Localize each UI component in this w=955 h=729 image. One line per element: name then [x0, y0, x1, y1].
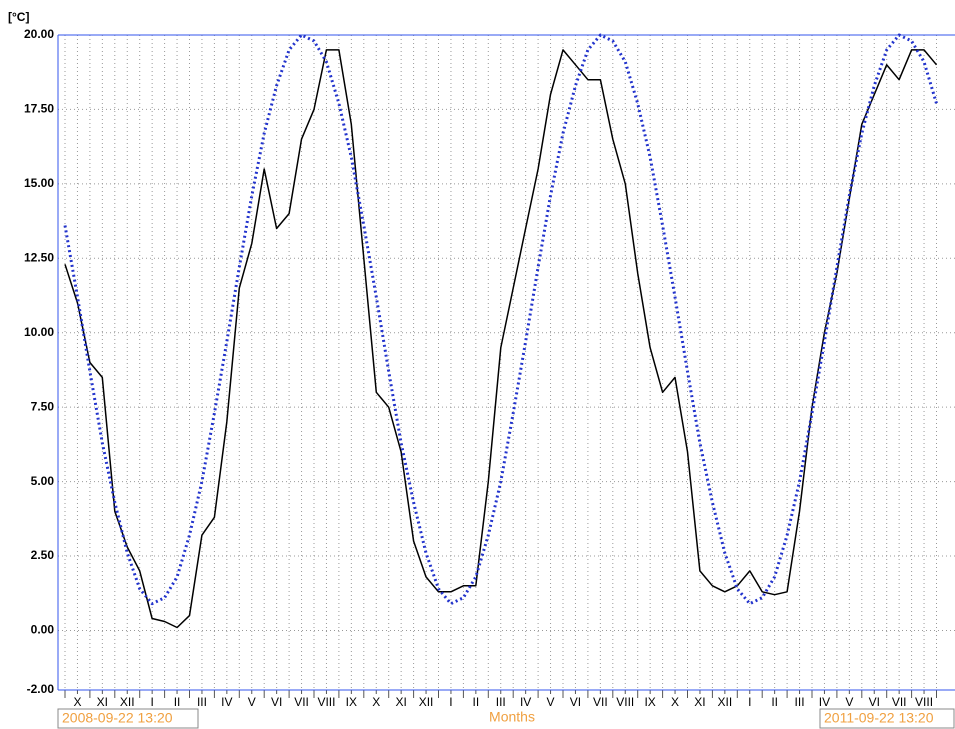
x-tick-label: IV	[221, 695, 232, 709]
start-box	[57, 708, 199, 729]
x-tick-label: IX	[644, 695, 655, 709]
x-tick-label: VII	[294, 695, 309, 709]
y-tick-label: 15.00	[24, 176, 54, 190]
end-box	[819, 708, 955, 729]
x-tick-label: III	[197, 695, 207, 709]
x-tick-label: XII	[120, 695, 135, 709]
x-tick-label: I	[748, 695, 751, 709]
y-tick-label: 2.50	[31, 548, 55, 562]
x-tick-label: VIII	[915, 695, 933, 709]
x-tick-label: XI	[395, 695, 406, 709]
x-tick-label: III	[496, 695, 506, 709]
x-tick-label: I	[449, 695, 452, 709]
y-tick-label: 17.50	[24, 102, 54, 116]
x-tick-label: IV	[819, 695, 830, 709]
x-axis-label: Months	[489, 709, 535, 725]
x-tick-label: X	[671, 695, 679, 709]
x-tick-label: V	[845, 695, 853, 709]
x-tick-label: XI	[97, 695, 108, 709]
y-tick-label: 7.50	[31, 399, 55, 413]
x-tick-label: II	[174, 695, 181, 709]
x-tick-label: VI	[271, 695, 282, 709]
y-tick-label: 5.00	[31, 474, 55, 488]
x-tick-label: X	[73, 695, 81, 709]
x-tick-label: VII	[593, 695, 608, 709]
x-tick-label: II	[473, 695, 480, 709]
x-tick-label: XI	[694, 695, 705, 709]
x-tick-label: VI	[570, 695, 581, 709]
x-tick-label: IV	[520, 695, 531, 709]
start-label: 2008-09-22 13:20	[62, 710, 173, 726]
y-tick-label: 10.00	[24, 325, 54, 339]
series-line	[63, 33, 938, 606]
series-line	[64, 49, 938, 629]
x-tick-label: V	[547, 695, 555, 709]
x-tick-label: VII	[892, 695, 907, 709]
x-tick-label: I	[150, 695, 153, 709]
x-tick-label: V	[248, 695, 256, 709]
end-label: 2011-09-22 13:20	[824, 710, 934, 726]
x-tick-label: XII	[419, 695, 434, 709]
x-tick-label: X	[372, 695, 380, 709]
y-tick-label: 20.00	[24, 27, 54, 41]
x-tick-label: II	[771, 695, 778, 709]
x-tick-label: III	[795, 695, 805, 709]
y-tick-label: 0.00	[31, 623, 55, 637]
y-tick-label: 12.50	[24, 250, 54, 264]
y-axis-label: [°C]	[8, 10, 29, 24]
x-tick-label: XII	[718, 695, 733, 709]
x-tick-label: VI	[869, 695, 880, 709]
x-tick-label: VIII	[317, 695, 335, 709]
y-tick-label: -2.00	[27, 682, 55, 696]
x-tick-label: VIII	[616, 695, 634, 709]
x-tick-label: IX	[346, 695, 357, 709]
